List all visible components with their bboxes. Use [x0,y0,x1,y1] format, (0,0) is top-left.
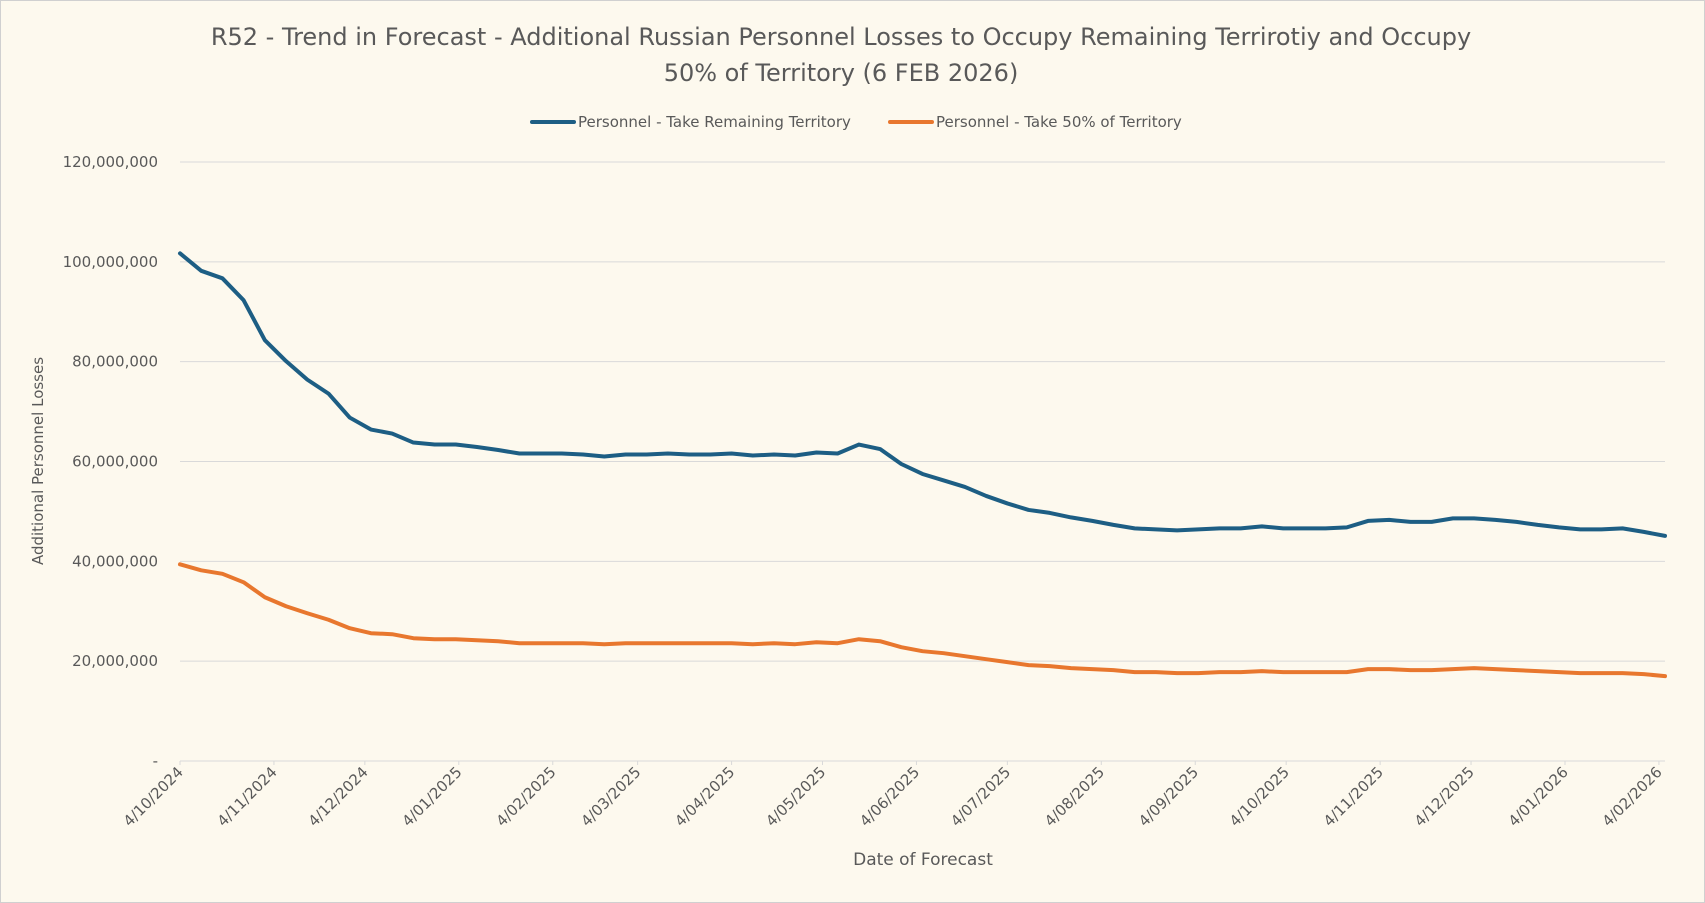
x-tick-label: 4/03/2025 [577,763,644,830]
x-axis-title: Date of Forecast [853,850,993,870]
legend-label: Personnel - Take Remaining Territory [578,113,851,131]
x-tick-label: 4/07/2025 [947,763,1014,830]
x-tick-label: 4/08/2025 [1041,763,1108,830]
y-tick-label: 40,000,000 [72,552,158,570]
y-tick-label: - [153,752,158,770]
y-tick-label: 120,000,000 [63,153,158,171]
x-tick-label: 4/12/2024 [305,763,372,830]
x-tick-label: 4/05/2025 [762,763,829,830]
y-axis-title: Additional Personnel Losses [29,357,47,565]
y-tick-label: 60,000,000 [72,453,158,471]
x-tick-label: 4/02/2025 [492,763,559,830]
x-tick-label: 4/01/2025 [399,763,466,830]
x-tick-label: 4/01/2026 [1505,763,1572,830]
x-tick-label: 4/06/2025 [856,763,923,830]
series-line [178,562,1667,679]
x-tick-label: 4/10/2024 [120,763,187,830]
x-tick-label: 4/11/2024 [214,763,281,830]
x-tick-label: 4/09/2025 [1135,763,1202,830]
y-tick-label: 80,000,000 [72,353,158,371]
legend-label: Personnel - Take 50% of Territory [936,113,1182,131]
chart-title: R52 - Trend in Forecast - Additional Rus… [210,23,1472,87]
x-tick-label: 4/11/2025 [1320,763,1387,830]
x-tick-label: 4/04/2025 [671,763,738,830]
x-tick-label: 4/12/2025 [1411,763,1478,830]
y-tick-label: 100,000,000 [63,253,158,271]
x-tick-label: 4/02/2026 [1599,763,1666,830]
x-tick-label: 4/10/2025 [1226,763,1293,830]
series-line [178,251,1667,538]
y-tick-label: 20,000,000 [72,652,158,670]
